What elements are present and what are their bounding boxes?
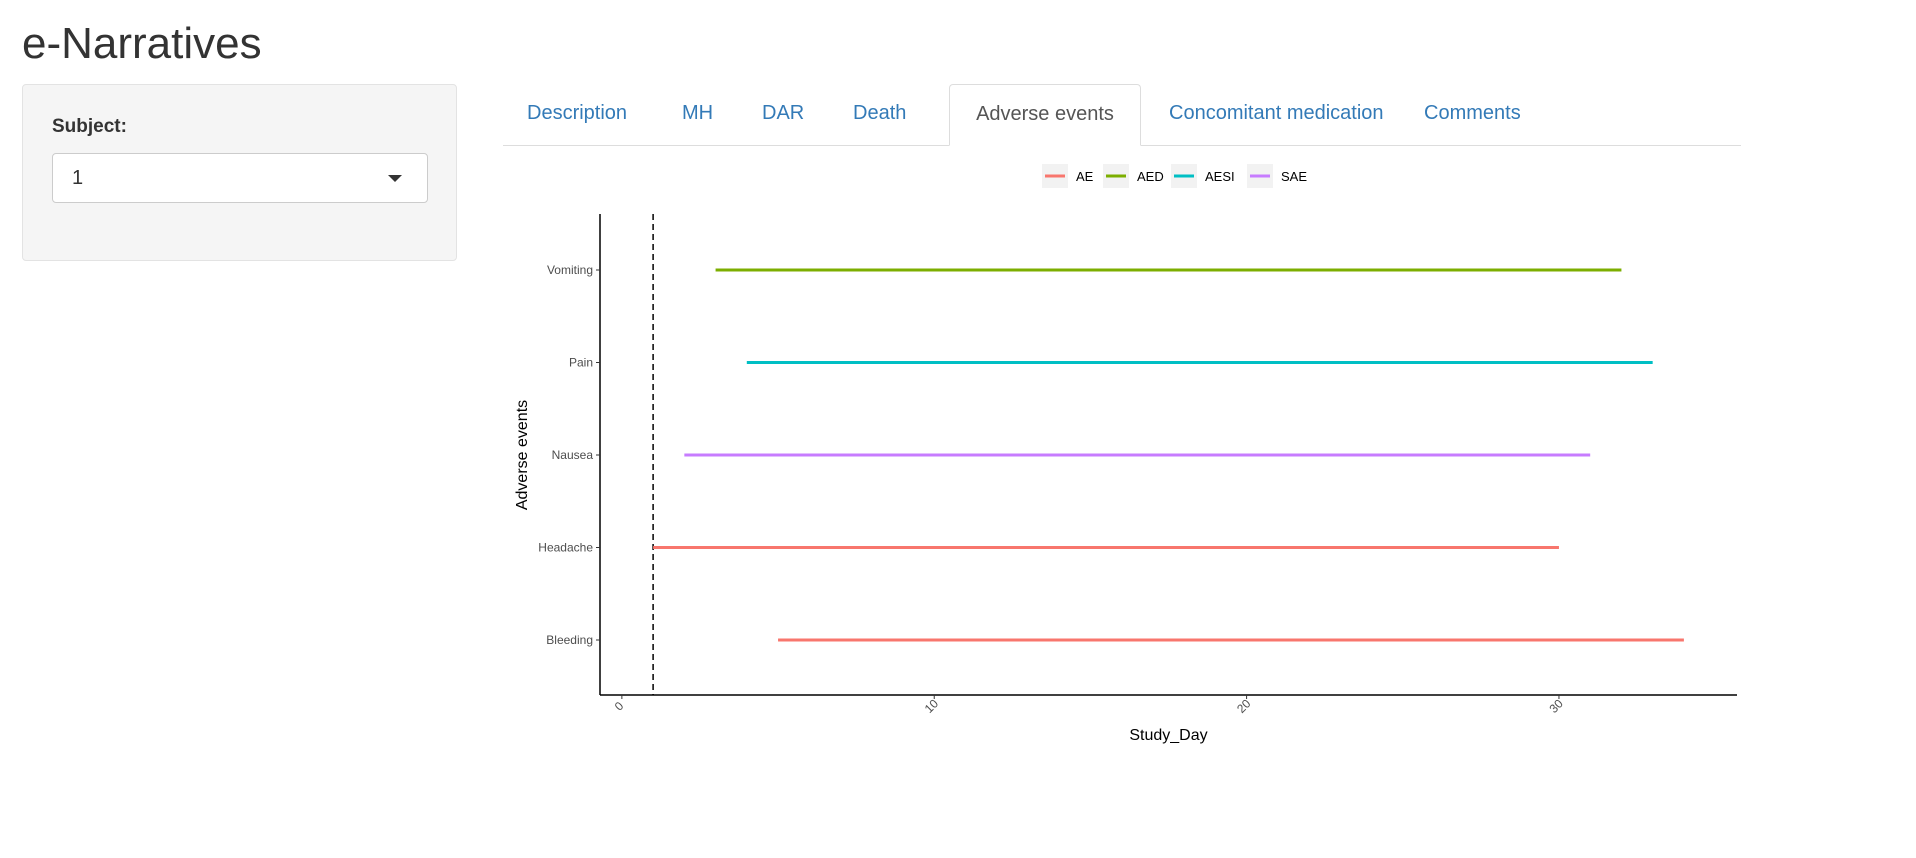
legend-label-aesi: AESI — [1205, 169, 1235, 184]
subject-select-value: 1 — [72, 167, 84, 189]
subject-label: Subject: — [52, 116, 127, 137]
y-tick-label: Vomiting — [547, 263, 593, 277]
tab-adverse-events[interactable]: Adverse events — [949, 84, 1141, 146]
tab-mh[interactable]: MH — [682, 102, 714, 124]
tab-bar: Description MH DAR Death Adverse events … — [503, 84, 1741, 146]
x-axis-title: Study_Day — [1129, 727, 1207, 744]
y-tick-label: Bleeding — [546, 633, 593, 647]
sidebar-panel: Subject: 1 — [22, 84, 457, 261]
tab-death[interactable]: Death — [853, 102, 907, 124]
legend-label-aed: AED — [1137, 169, 1164, 184]
tab-description[interactable]: Description — [527, 102, 628, 124]
legend-label-ae: AE — [1076, 169, 1094, 184]
tab-comments[interactable]: Comments — [1424, 102, 1521, 124]
y-tick-label: Pain — [569, 356, 593, 370]
x-tick-label: 20 — [1234, 696, 1254, 716]
tab-concomitant-medication[interactable]: Concomitant medication — [1169, 102, 1384, 124]
x-tick-label: 30 — [1546, 696, 1566, 716]
chevron-down-icon[interactable] — [388, 175, 402, 182]
x-tick-label: 0 — [612, 699, 627, 714]
y-tick-label: Headache — [538, 541, 593, 555]
legend-label-sae: SAE — [1281, 169, 1307, 184]
y-axis-title: Adverse events — [514, 400, 531, 510]
subject-select[interactable]: 1 — [52, 153, 428, 203]
x-tick-label: 10 — [922, 696, 942, 716]
y-tick-label: Nausea — [552, 448, 594, 462]
page-title: e-Narratives — [22, 19, 262, 68]
tab-dar[interactable]: DAR — [762, 102, 805, 124]
